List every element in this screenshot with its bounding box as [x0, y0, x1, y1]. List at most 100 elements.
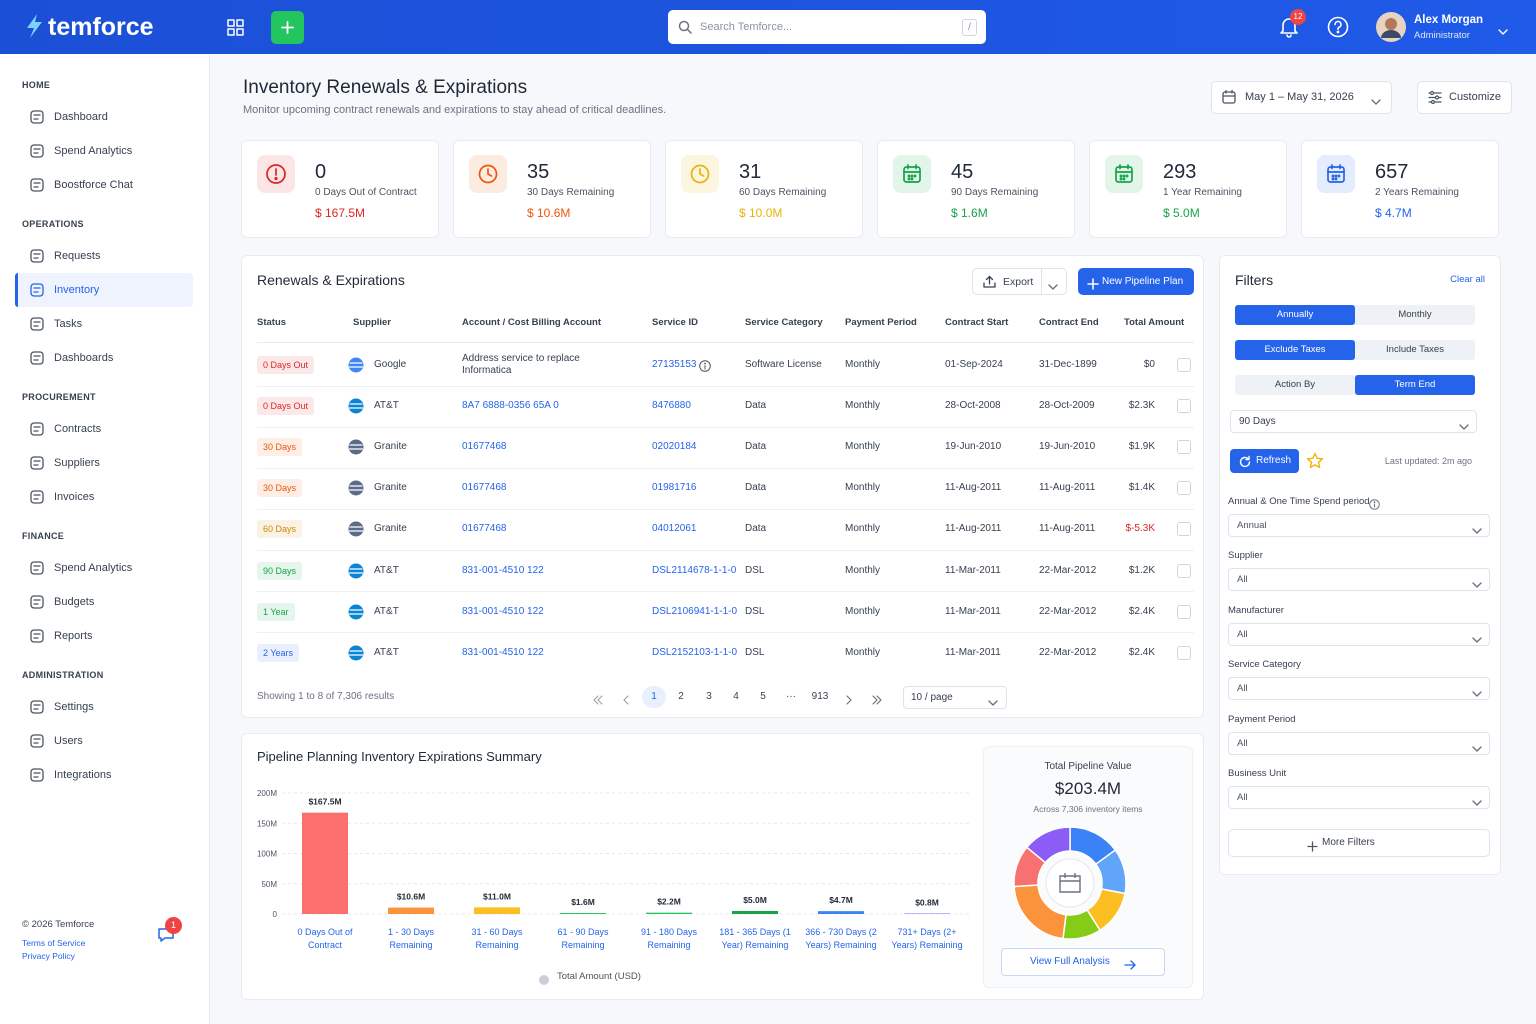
icon-shape: [30, 110, 44, 124]
toggle-option[interactable]: Monthly: [1398, 309, 1432, 320]
refresh-button[interactable]: [1230, 449, 1299, 473]
field-select[interactable]: [1228, 677, 1490, 701]
privacy-link[interactable]: Privacy Policy: [22, 951, 75, 961]
clear-all[interactable]: Clear all: [1450, 274, 1485, 285]
export-button[interactable]: [972, 268, 1067, 295]
kpi-amount: $ 1.6M: [951, 206, 988, 220]
favorite-star: [1306, 452, 1324, 470]
status-pill: 0 Days Out: [257, 356, 315, 374]
nav-item[interactable]: Suppliers: [54, 457, 100, 469]
icon-shape: [1334, 20, 1342, 31]
nav-icon: [30, 110, 44, 124]
nav-item[interactable]: Settings: [54, 701, 94, 713]
page-number[interactable]: 3: [706, 691, 712, 702]
icon-shape: [1245, 455, 1250, 461]
export-icon: [983, 275, 996, 288]
icon-shape: [30, 561, 44, 575]
icon-shape: [1115, 164, 1133, 183]
nav-item[interactable]: Tasks: [54, 318, 83, 330]
copyright: © 2026 Temforce: [22, 919, 95, 930]
field-select[interactable]: [1228, 514, 1490, 537]
row-checkbox[interactable]: [1177, 645, 1191, 660]
nav-item[interactable]: Reports: [54, 630, 93, 642]
page-number[interactable]: 2: [678, 691, 684, 702]
icon-shape: [30, 768, 44, 782]
page-size-select[interactable]: [903, 686, 1007, 709]
legend-swatch: [539, 972, 549, 985]
more-filters-button[interactable]: [1228, 829, 1490, 857]
icon-shape: [913, 174, 917, 178]
column-header: Contract End: [1039, 317, 1099, 328]
row-checkbox[interactable]: [1177, 399, 1191, 414]
row-checkbox[interactable]: [1177, 481, 1191, 496]
nav-item[interactable]: Inventory: [54, 284, 100, 296]
supplier-name: AT&T: [374, 605, 399, 617]
bar: [818, 911, 864, 914]
page-number[interactable]: 4: [733, 691, 739, 702]
kpi-card: [665, 140, 863, 238]
icon-shape: [1048, 284, 1058, 290]
field-select[interactable]: [1228, 786, 1490, 809]
nav-icon: [30, 144, 44, 158]
page-number[interactable]: 5: [760, 691, 766, 702]
nav-item[interactable]: Users: [54, 735, 83, 747]
nav-item[interactable]: Integrations: [54, 769, 112, 781]
terms-link[interactable]: Terms of Service: [22, 938, 86, 948]
row-checkbox[interactable]: [1177, 440, 1191, 455]
field-value: All: [1237, 683, 1248, 695]
nav-icon: [30, 629, 44, 643]
icon-shape: [30, 351, 44, 365]
period-select[interactable]: [1230, 410, 1477, 433]
bar-value-label: $0.8M: [915, 898, 939, 908]
row-checkbox[interactable]: [1177, 522, 1191, 537]
page-number[interactable]: 1: [651, 691, 657, 702]
x-category-label: 1 - 30 Days Remaining: [387, 927, 435, 950]
toggle-option[interactable]: Exclude Taxes: [1264, 344, 1326, 355]
row-checkbox[interactable]: [1177, 604, 1191, 619]
field-label: Payment Period: [1228, 713, 1296, 725]
icon-shape: [348, 604, 364, 620]
icon-shape: [1459, 424, 1469, 430]
donut-center-icon: [1059, 873, 1081, 893]
toggle-option[interactable]: Action By: [1274, 379, 1316, 390]
sliders-icon: [1428, 90, 1442, 105]
nav-item[interactable]: Dashboard: [54, 111, 108, 123]
page-number[interactable]: ···: [786, 691, 796, 702]
field-label: Supplier: [1228, 550, 1263, 562]
prev-page: [622, 692, 630, 705]
row-rule: [257, 508, 1194, 510]
nav-item[interactable]: Boostforce Chat: [54, 179, 133, 191]
nav-item[interactable]: Invoices: [54, 491, 95, 503]
new-plan-button[interactable]: [1078, 268, 1194, 295]
status-pill: 1 Year: [257, 602, 295, 621]
row-checkbox[interactable]: [1177, 563, 1191, 578]
field-select[interactable]: [1228, 622, 1490, 646]
field-select[interactable]: [1228, 568, 1490, 592]
amount-cell: $0: [1143, 359, 1155, 370]
cell-account: 831-001-4510 122: [462, 646, 544, 658]
nav-item[interactable]: Spend Analytics: [54, 562, 133, 574]
row-checkbox[interactable]: [1177, 358, 1191, 372]
icon-shape: [1371, 99, 1381, 105]
search-box[interactable]: [668, 10, 986, 44]
view-analysis-button[interactable]: [1001, 948, 1165, 976]
date-range-button[interactable]: [1211, 81, 1392, 114]
page-number[interactable]: 913: [811, 691, 829, 702]
nav-item[interactable]: Contracts: [54, 423, 102, 435]
toggle-option[interactable]: Include Taxes: [1386, 344, 1444, 355]
toggle-option[interactable]: Term End: [1394, 379, 1436, 390]
nav-item[interactable]: Budgets: [54, 596, 95, 608]
icon-shape: [348, 480, 364, 496]
nav-item[interactable]: Requests: [54, 250, 101, 262]
toggle-option[interactable]: Annually: [1276, 309, 1314, 320]
icon-shape: [907, 177, 911, 181]
chevron-down: [1371, 93, 1381, 105]
nav-item[interactable]: Dashboards: [54, 352, 114, 364]
nav-item[interactable]: Spend Analytics: [54, 145, 133, 157]
more-filters-label: More Filters: [1322, 837, 1375, 848]
icon-shape: [30, 422, 44, 436]
status-pill: 30 Days: [257, 479, 303, 498]
icon-shape: [1087, 278, 1099, 290]
icon-shape: [274, 176, 278, 181]
field-select[interactable]: [1228, 731, 1490, 755]
